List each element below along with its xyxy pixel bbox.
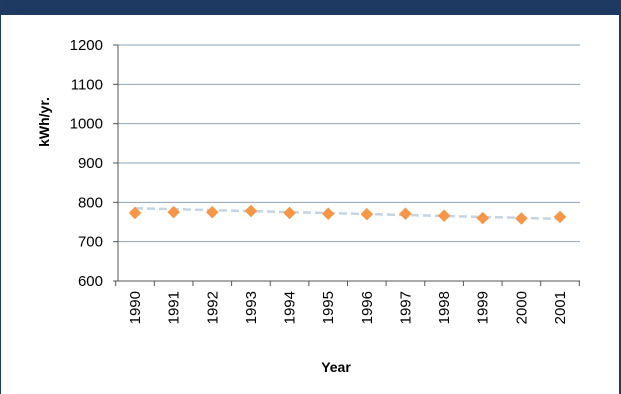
data-points	[128, 204, 567, 225]
x-tick-label: 2000	[513, 291, 530, 324]
x-tick-label: 1999	[475, 291, 492, 324]
data-point-1998	[437, 209, 451, 223]
data-point-1999	[476, 211, 490, 225]
y-tick-labels: 600 700 800 900 1000 1100 1200	[70, 37, 103, 290]
x-tick-label: 1996	[359, 291, 376, 324]
data-point-1993	[244, 204, 258, 218]
x-axis-title: Year	[321, 359, 351, 375]
axes	[113, 44, 580, 286]
data-point-1991	[167, 205, 180, 219]
trendline-layer	[134, 206, 561, 221]
data-point-1992	[205, 205, 219, 219]
y-tick-label: 600	[78, 273, 103, 290]
y-tick-label: 800	[78, 194, 103, 211]
x-tick-label: 1992	[204, 291, 221, 324]
x-tick-label: 2001	[552, 291, 569, 324]
y-axis-title: kWh/yr.	[36, 97, 52, 147]
x-tick-label: 1995	[320, 291, 337, 324]
y-tick-label: 700	[78, 234, 103, 251]
data-point-2001	[553, 210, 567, 224]
x-tick-label: 1990	[127, 291, 144, 324]
y-tick-label: 1000	[70, 116, 103, 133]
data-point-1997	[399, 207, 412, 221]
x-tick-label: 1993	[243, 291, 260, 324]
data-point-1994	[283, 206, 296, 220]
y-tick-label: 1200	[70, 37, 103, 54]
y-tick-label: 1100	[71, 76, 103, 93]
x-tick-label: 1991	[166, 291, 183, 324]
header-bar	[1, 0, 621, 15]
gridlines	[118, 44, 580, 243]
data-point-1990	[128, 206, 142, 220]
x-tick-labels: 1990 1991 1992 1993 1994 1995 1996 1997 1998 1999…	[127, 291, 569, 324]
x-tick-label: 1994	[282, 291, 299, 324]
x-tick-label: 1998	[436, 291, 453, 324]
y-tick-label: 900	[78, 155, 103, 172]
data-point-2000	[515, 212, 528, 225]
data-point-1995	[321, 207, 335, 221]
data-point-1996	[360, 207, 374, 221]
x-tick-label: 1997	[397, 291, 414, 324]
trendline	[134, 206, 561, 221]
